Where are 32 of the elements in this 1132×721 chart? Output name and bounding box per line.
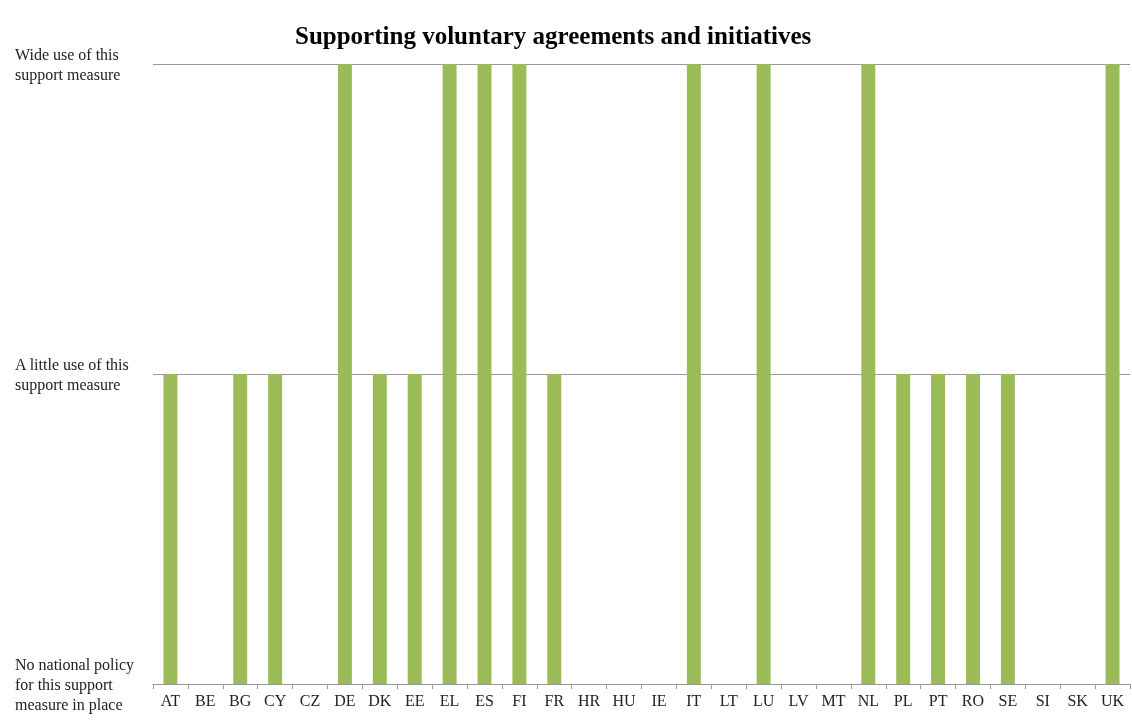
x-tick-label: IT [686,691,702,709]
x-tick-label: RO [961,691,985,709]
x-tick-label: MT [821,691,846,709]
x-tick-label: FR [544,691,565,709]
x-tick-label: DK [368,691,392,709]
x-tick-label: LU [752,691,775,709]
x-tick-label: HU [612,691,637,709]
x-tick-label: IE [651,691,667,709]
text: No national policy for this support measure in place [15,655,139,714]
x-tick-label: SI [1035,691,1050,709]
x-tick-label: ES [475,691,494,709]
x-tick-label: EE [404,691,425,709]
x-tick-label: FI [512,691,527,709]
x-tick-label: LT [719,691,738,709]
x-tick-label: EL [439,691,460,709]
x-tick-label: AT [160,691,181,709]
text: Wide use of this support measure [15,45,123,84]
x-tick-label: UK [1101,691,1125,709]
x-tick-label: PT [928,691,948,709]
x-tick-label: BG [229,691,252,709]
x-tick-label: SK [1067,691,1089,709]
x-tick-label: LV [788,691,809,709]
x-tick-label: SE [998,691,1018,709]
x-tick-label: PL [893,691,913,709]
x-tick-label: BE [195,691,216,709]
x-tick-label: HR [578,691,601,709]
text: A little use of this support measure [15,355,133,394]
x-tick-label: DE [334,691,356,709]
x-tick-label: NL [857,691,879,709]
x-tick-label: CY [264,691,287,709]
x-tick-label: CZ [299,691,321,709]
chart-title: Supporting voluntary agreements and initiatives [295,22,812,49]
